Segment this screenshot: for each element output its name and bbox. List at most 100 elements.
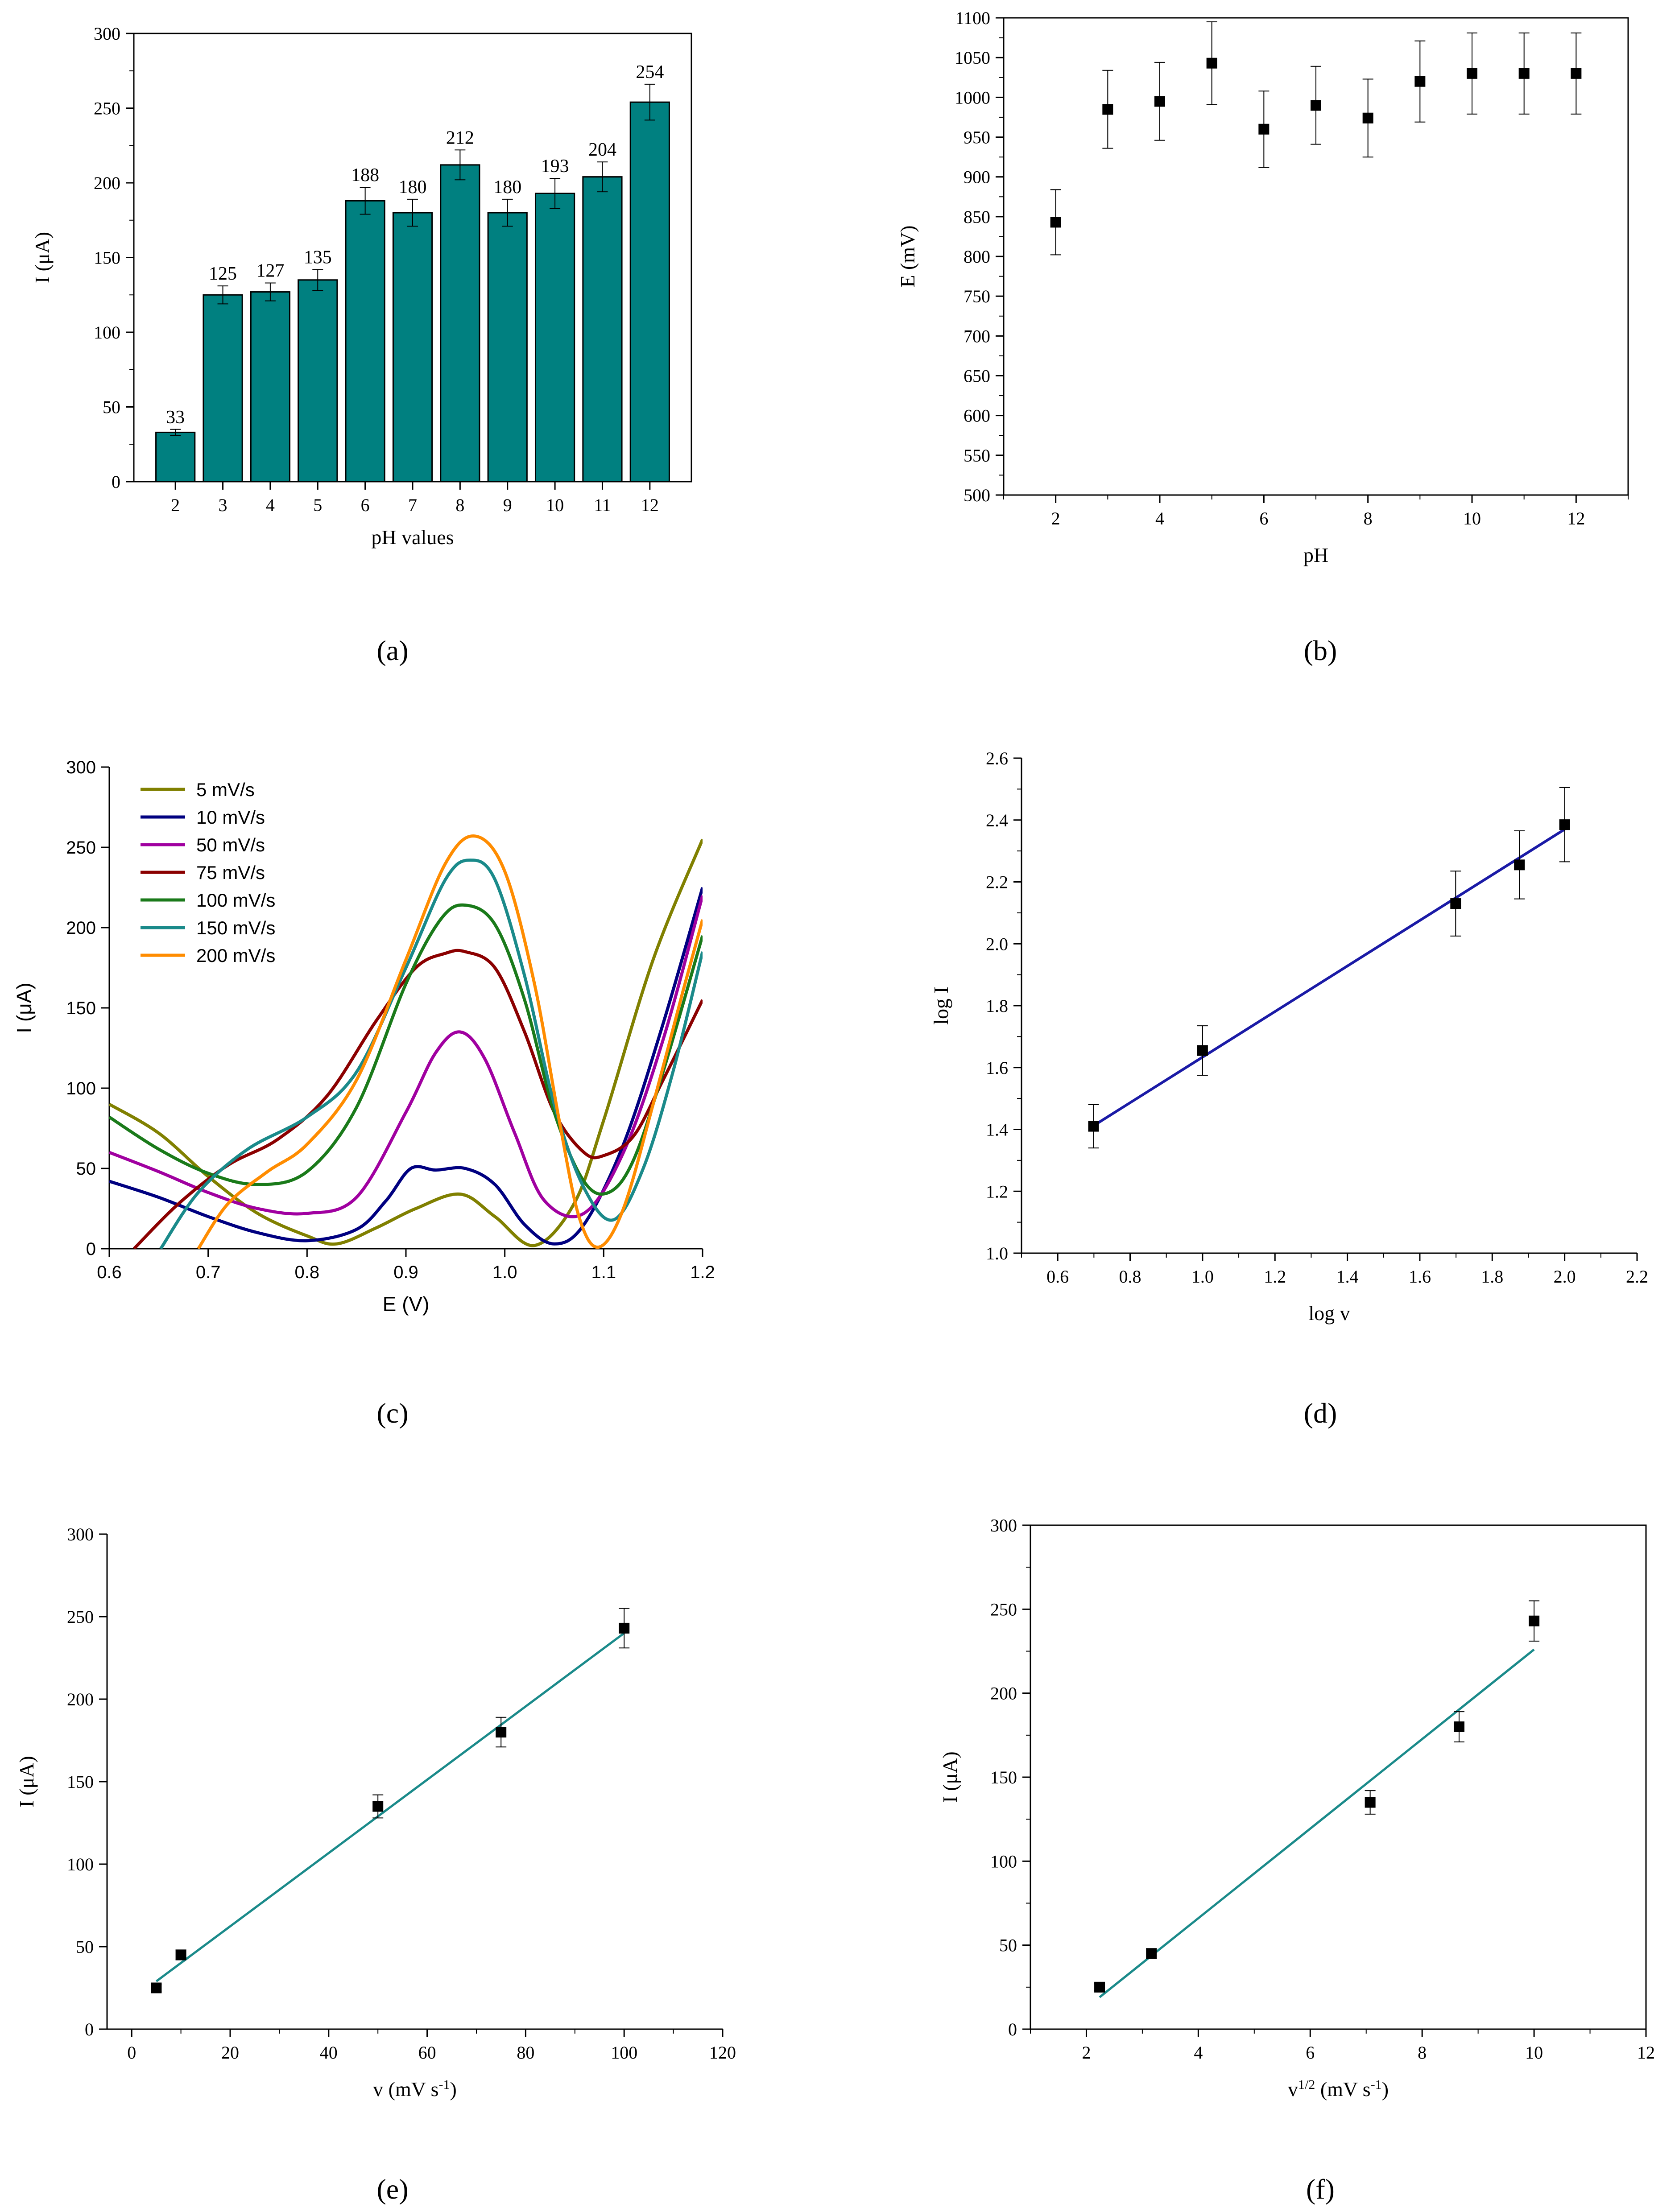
- panel-e-scatter-chart: 0 50 100 150 200 250 300 0 20 40 60 80 100 120 I (μA) v…: [15, 1524, 736, 2101]
- data-point-b: [1050, 217, 1061, 228]
- data-point-f: [1094, 1981, 1105, 1993]
- y-tick-label-a: 250: [94, 99, 120, 119]
- bar-value-label: 33: [166, 407, 185, 428]
- x-tick-label-e: 120: [709, 2043, 736, 2063]
- data-point-b: [1154, 96, 1165, 107]
- x-tick-label-e: 60: [418, 2043, 436, 2063]
- y-tick-label-c: 250: [66, 838, 96, 858]
- bar-8: [440, 164, 480, 483]
- y-axis-label-a: I (μA): [31, 232, 54, 283]
- data-point-f: [1365, 1797, 1376, 1808]
- bar-value-label: 180: [399, 177, 427, 198]
- bar-11: [582, 176, 623, 483]
- y-tick-label-f: 150: [990, 1767, 1017, 1787]
- panel-letter-f: (f): [1306, 2173, 1335, 2205]
- y-tick-label-b: 800: [964, 247, 990, 267]
- data-point-f: [1529, 1615, 1540, 1626]
- x-tick-label-b: 2: [1051, 508, 1060, 528]
- bar-12: [629, 101, 670, 483]
- y-tick-label-c: 100: [66, 1079, 96, 1098]
- bar-2: [155, 431, 196, 483]
- series-line-75-mV-s: [132, 949, 703, 1249]
- data-point-b: [1206, 58, 1217, 69]
- y-tick-label-e: 250: [67, 1607, 94, 1627]
- data-point-d: [1450, 898, 1461, 909]
- legend-label: 150 mV/s: [196, 917, 275, 938]
- series-line-200-mV-s: [197, 834, 703, 1249]
- panel-letter-d: (d): [1304, 1397, 1337, 1429]
- fit-line-e: [155, 1632, 625, 1982]
- x-tick-label-d: 1.4: [1336, 1267, 1359, 1287]
- x-tick-label-b: 10: [1463, 508, 1481, 528]
- y-tick-label-e: 0: [85, 2019, 94, 2039]
- y-tick-label-e: 300: [67, 1524, 94, 1544]
- bar-9: [487, 212, 528, 483]
- data-point-e: [496, 1727, 507, 1737]
- bar-6: [345, 200, 385, 483]
- x-tick-label-e: 100: [611, 2043, 637, 2063]
- legend-label: 10 mV/s: [196, 807, 265, 828]
- y-tick-label-f: 0: [1008, 2019, 1017, 2039]
- x-tick-label-c: 0.9: [393, 1263, 418, 1282]
- bar-5: [298, 279, 338, 483]
- data-point-d: [1197, 1045, 1208, 1056]
- legend-label: 50 mV/s: [196, 834, 265, 855]
- x-tick-label-a: 2: [171, 495, 180, 515]
- y-tick-label-e: 50: [76, 1937, 94, 1957]
- data-point-e: [372, 1801, 384, 1812]
- x-tick-label-e: 0: [127, 2043, 136, 2063]
- x-tick-label-f: 10: [1525, 2043, 1543, 2063]
- x-tick-label-b: 4: [1155, 508, 1164, 528]
- bar-value-label: 127: [256, 260, 284, 281]
- y-tick-label-b: 600: [964, 406, 990, 426]
- y-tick-label-b: 750: [964, 286, 990, 306]
- data-point-e: [175, 1949, 186, 1960]
- bar-value-label: 204: [588, 140, 616, 160]
- y-tick-label-b: 1050: [955, 48, 990, 68]
- data-point-b: [1414, 76, 1426, 87]
- x-tick-label-f: 6: [1306, 2043, 1315, 2063]
- bar-value-label: 188: [351, 165, 379, 186]
- y-tick-label-c: 150: [66, 999, 96, 1018]
- bar-10: [534, 192, 575, 483]
- y-tick-label-f: 250: [990, 1599, 1017, 1619]
- y-axis-label-f: I (μA): [939, 1751, 961, 1803]
- data-point-e: [151, 1982, 162, 1993]
- y-axis-label-d: log I: [930, 986, 952, 1025]
- panel-letter-a: (a): [376, 635, 408, 666]
- y-axis-label-b: E (mV): [896, 225, 919, 287]
- panel-c-line-chart: 0 50 100 150 200 250 300 0.6 0.7 0.8 0.9 1.0 1.1 1.2 5…: [12, 758, 715, 1316]
- series-line-5-mV-s: [109, 838, 703, 1247]
- x-tick-label-c: 1.1: [591, 1263, 616, 1282]
- x-tick-label-f: 8: [1418, 2043, 1427, 2063]
- data-point-e: [619, 1622, 630, 1634]
- y-tick-label-b: 650: [964, 366, 990, 386]
- bar-7: [392, 212, 433, 483]
- y-tick-label-c: 200: [66, 918, 96, 938]
- panel-b-scatter-chart: 500 550 600 650 700 750 800 850 900 950 1000 1050 11…: [896, 8, 1629, 566]
- fit-line-d: [1092, 828, 1566, 1127]
- x-tick-label-a: 5: [313, 495, 322, 515]
- y-tick-label-b: 950: [964, 128, 990, 148]
- data-point-b: [1311, 100, 1321, 111]
- x-tick-label-b: 6: [1259, 508, 1268, 528]
- y-tick-label-a: 150: [94, 248, 120, 268]
- y-tick-label-b: 700: [964, 326, 990, 346]
- bar-3: [203, 294, 243, 483]
- data-point-d: [1514, 859, 1525, 871]
- y-tick-label-a: 300: [94, 24, 120, 44]
- panel-letter-e: (e): [376, 2173, 408, 2205]
- x-tick-label-a: 6: [361, 495, 370, 515]
- y-tick-label-a: 100: [94, 322, 120, 343]
- bar-value-label: 212: [446, 128, 474, 148]
- x-tick-label-f: 4: [1194, 2043, 1203, 2063]
- series-line-10-mV-s: [109, 887, 703, 1246]
- x-tick-label-e: 80: [517, 2043, 534, 2063]
- bar-value-label: 193: [541, 156, 569, 177]
- x-tick-label-d: 1.8: [1481, 1267, 1503, 1287]
- y-tick-label-b: 550: [964, 446, 990, 466]
- legend-label: 100 mV/s: [196, 890, 275, 911]
- x-tick-label-e: 20: [221, 2043, 239, 2063]
- x-tick-label-a: 8: [455, 495, 464, 515]
